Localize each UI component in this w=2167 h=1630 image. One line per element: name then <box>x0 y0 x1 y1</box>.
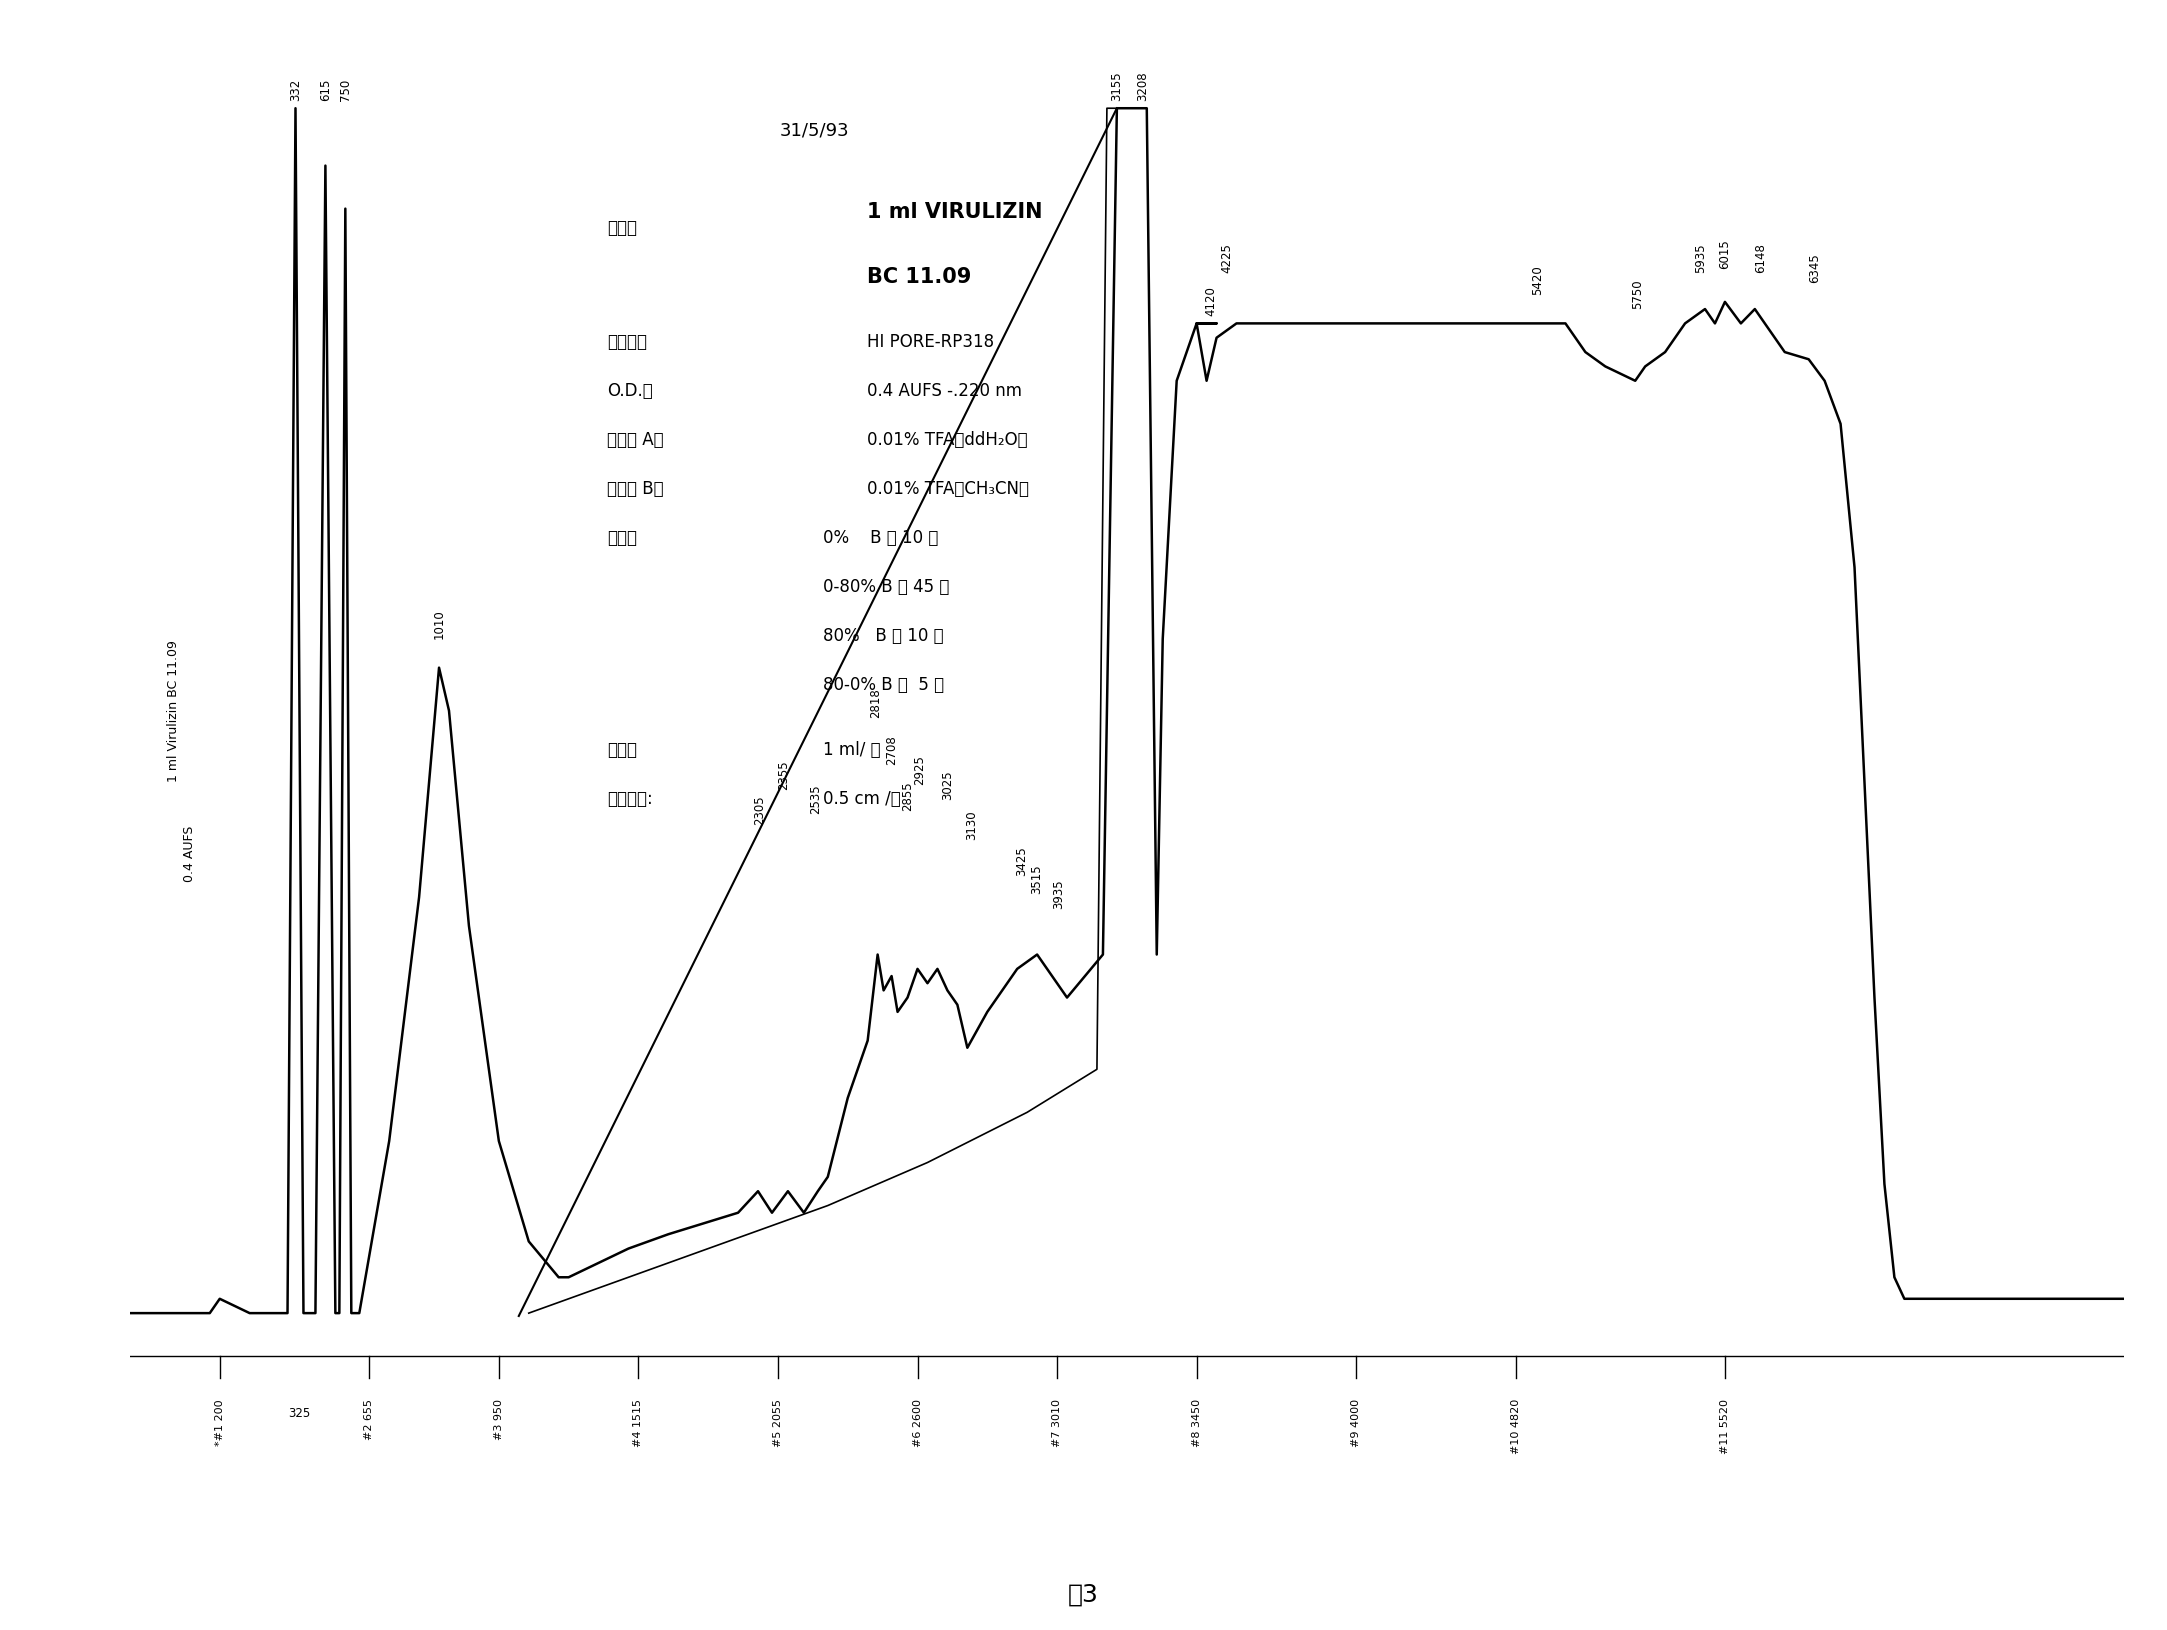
Text: 梯度：: 梯度： <box>607 528 637 548</box>
Text: 6148: 6148 <box>1755 243 1768 274</box>
Text: 0.4 AUFS -.220 nm: 0.4 AUFS -.220 nm <box>867 381 1023 401</box>
Text: 层析柱：: 层析柱： <box>607 333 646 352</box>
Text: 5420: 5420 <box>1532 266 1545 295</box>
Text: 6015: 6015 <box>1718 240 1731 269</box>
Text: BC 11.09: BC 11.09 <box>867 267 971 287</box>
Text: HI PORE-RP318: HI PORE-RP318 <box>867 333 995 352</box>
Text: 3935: 3935 <box>1053 879 1066 908</box>
Text: #3 950: #3 950 <box>494 1399 505 1441</box>
Text: #8 3450: #8 3450 <box>1192 1399 1203 1447</box>
Text: 3025: 3025 <box>940 769 953 800</box>
Text: #10 4820: #10 4820 <box>1510 1399 1521 1454</box>
Text: 3155: 3155 <box>1110 72 1123 101</box>
Text: 2305: 2305 <box>754 795 767 825</box>
Text: 80-0% B 在  5 分: 80-0% B 在 5 分 <box>823 675 945 694</box>
Text: O.D.：: O.D.： <box>607 381 652 401</box>
Text: 流速：: 流速： <box>607 740 637 760</box>
Text: 图3: 图3 <box>1068 1583 1099 1606</box>
Text: 3515: 3515 <box>1031 864 1044 895</box>
Text: 2708: 2708 <box>884 735 897 764</box>
Text: 0.4 AUFS: 0.4 AUFS <box>184 826 197 882</box>
Text: 4225: 4225 <box>1220 243 1233 274</box>
Text: 出图速度:: 出图速度: <box>607 789 652 808</box>
Text: 3130: 3130 <box>964 810 977 839</box>
Text: 1 ml VIRULIZIN: 1 ml VIRULIZIN <box>867 202 1042 222</box>
Text: 615: 615 <box>319 78 332 101</box>
Text: 4120: 4120 <box>1205 287 1218 316</box>
Text: *#1 200: *#1 200 <box>215 1399 225 1446</box>
Text: #5 2055: #5 2055 <box>774 1399 782 1447</box>
Text: 2855: 2855 <box>901 781 914 812</box>
Text: 缓冲液 A：: 缓冲液 A： <box>607 430 663 450</box>
Text: 2818: 2818 <box>869 688 882 717</box>
Text: 0%    B 在 10 分: 0% B 在 10 分 <box>823 528 938 548</box>
Text: 0.01% TFA在ddH₂O中: 0.01% TFA在ddH₂O中 <box>867 430 1027 450</box>
Text: 80%   B 在 10 分: 80% B 在 10 分 <box>823 626 945 645</box>
Text: 2355: 2355 <box>778 760 791 789</box>
Text: 332: 332 <box>288 78 301 101</box>
Text: 样品：: 样品： <box>607 218 637 238</box>
Text: 0.01% TFA在CH₃CN中: 0.01% TFA在CH₃CN中 <box>867 479 1029 499</box>
Text: 2925: 2925 <box>912 755 925 786</box>
Text: #4 1515: #4 1515 <box>633 1399 644 1447</box>
Text: 325: 325 <box>288 1407 310 1420</box>
Text: 0-80% B 在 45 分: 0-80% B 在 45 分 <box>823 577 949 597</box>
Text: 31/5/93: 31/5/93 <box>780 121 849 140</box>
Text: #11 5520: #11 5520 <box>1721 1399 1729 1454</box>
Text: 3425: 3425 <box>1014 846 1027 875</box>
Text: 5935: 5935 <box>1695 243 1708 274</box>
Text: 5750: 5750 <box>1632 279 1645 310</box>
Text: 缓冲液 B：: 缓冲液 B： <box>607 479 663 499</box>
Text: 0.5 cm /分: 0.5 cm /分 <box>823 789 901 808</box>
Text: #9 4000: #9 4000 <box>1350 1399 1361 1447</box>
Text: #7 3010: #7 3010 <box>1051 1399 1062 1447</box>
Text: 1010: 1010 <box>433 610 446 639</box>
Text: 1 ml/ 分: 1 ml/ 分 <box>823 740 882 760</box>
Text: 1 ml Virulizin BC 11.09: 1 ml Virulizin BC 11.09 <box>167 639 180 782</box>
Text: 6345: 6345 <box>1807 254 1820 284</box>
Text: #6 2600: #6 2600 <box>912 1399 923 1447</box>
Text: 750: 750 <box>338 78 351 101</box>
Text: 2535: 2535 <box>808 784 821 813</box>
Text: 3208: 3208 <box>1136 72 1149 101</box>
Text: #2 655: #2 655 <box>364 1399 375 1441</box>
